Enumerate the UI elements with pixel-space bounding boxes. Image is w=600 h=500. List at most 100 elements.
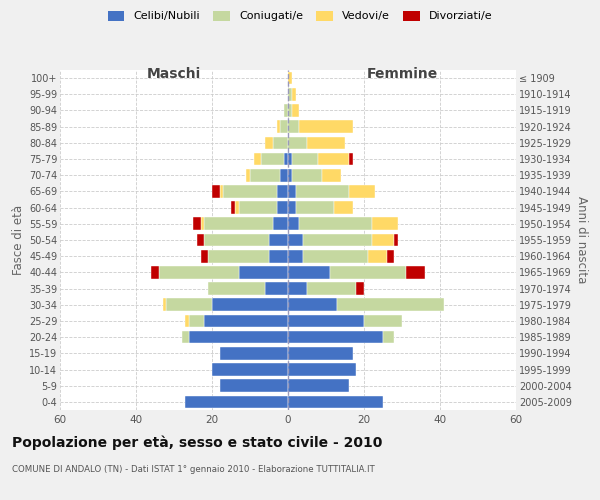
Bar <box>292 88 296 101</box>
Bar <box>296 185 349 198</box>
Bar <box>288 314 364 328</box>
Bar <box>371 234 394 246</box>
Bar <box>277 120 280 133</box>
Bar <box>265 282 288 295</box>
Bar <box>387 250 394 262</box>
Bar <box>299 218 371 230</box>
Bar <box>205 314 288 328</box>
Bar <box>307 282 356 295</box>
Bar <box>368 250 387 262</box>
Bar <box>273 136 288 149</box>
Legend: Celibi/Nubili, Coniugati/e, Vedovi/e, Divorziati/e: Celibi/Nubili, Coniugati/e, Vedovi/e, Di… <box>108 10 492 22</box>
Bar <box>337 298 444 311</box>
Bar <box>193 218 200 230</box>
Text: COMUNE DI ANDALO (TN) - Dati ISTAT 1° gennaio 2010 - Elaborazione TUTTITALIA.IT: COMUNE DI ANDALO (TN) - Dati ISTAT 1° ge… <box>12 465 375 474</box>
Bar <box>299 120 353 133</box>
Bar <box>220 347 288 360</box>
Text: Femmine: Femmine <box>367 67 437 81</box>
Bar <box>200 250 208 262</box>
Bar <box>383 331 394 344</box>
Bar <box>200 218 205 230</box>
Bar <box>288 298 337 311</box>
Bar <box>265 136 273 149</box>
Bar <box>166 298 212 311</box>
Bar <box>292 169 322 181</box>
Bar <box>269 234 288 246</box>
Bar <box>288 347 353 360</box>
Bar <box>159 266 239 278</box>
Bar <box>364 314 402 328</box>
Bar <box>239 266 288 278</box>
Bar <box>292 152 319 166</box>
Bar <box>223 185 277 198</box>
Bar <box>296 202 334 214</box>
Bar <box>250 169 280 181</box>
Bar <box>280 120 288 133</box>
Bar <box>197 234 205 246</box>
Bar <box>288 380 349 392</box>
Bar <box>288 331 383 344</box>
Bar <box>288 120 299 133</box>
Bar <box>288 169 292 181</box>
Bar <box>277 185 288 198</box>
Bar <box>303 234 371 246</box>
Bar <box>371 218 398 230</box>
Bar <box>277 202 288 214</box>
Bar <box>307 136 345 149</box>
Text: Popolazione per età, sesso e stato civile - 2010: Popolazione per età, sesso e stato civil… <box>12 435 382 450</box>
Bar <box>189 314 205 328</box>
Bar <box>205 218 273 230</box>
Bar <box>288 282 307 295</box>
Bar <box>303 250 368 262</box>
Bar <box>292 104 299 117</box>
Bar <box>288 152 292 166</box>
Text: Maschi: Maschi <box>147 67 201 81</box>
Bar <box>394 234 398 246</box>
Bar <box>288 266 330 278</box>
Bar <box>406 266 425 278</box>
Bar <box>185 314 189 328</box>
Bar <box>280 169 288 181</box>
Bar <box>208 282 265 295</box>
Bar <box>189 331 288 344</box>
Bar <box>231 202 235 214</box>
Y-axis label: Fasce di età: Fasce di età <box>11 205 25 275</box>
Bar <box>212 363 288 376</box>
Bar <box>273 218 288 230</box>
Bar <box>163 298 166 311</box>
Bar <box>288 234 303 246</box>
Bar <box>349 185 376 198</box>
Bar <box>288 104 292 117</box>
Bar <box>208 250 269 262</box>
Bar <box>239 202 277 214</box>
Bar <box>235 202 239 214</box>
Bar <box>322 169 341 181</box>
Bar <box>288 363 356 376</box>
Bar <box>182 331 189 344</box>
Bar <box>288 72 292 85</box>
Bar <box>288 396 383 408</box>
Bar <box>284 104 288 117</box>
Bar <box>220 185 223 198</box>
Bar <box>269 250 288 262</box>
Bar <box>288 136 307 149</box>
Bar <box>205 234 269 246</box>
Bar <box>356 282 364 295</box>
Bar <box>254 152 262 166</box>
Bar <box>330 266 406 278</box>
Bar <box>246 169 250 181</box>
Bar <box>334 202 353 214</box>
Bar <box>288 250 303 262</box>
Bar <box>288 202 296 214</box>
Bar <box>319 152 349 166</box>
Bar <box>151 266 159 278</box>
Bar <box>212 298 288 311</box>
Bar <box>262 152 284 166</box>
Bar <box>220 380 288 392</box>
Bar <box>349 152 353 166</box>
Bar <box>288 185 296 198</box>
Y-axis label: Anni di nascita: Anni di nascita <box>575 196 589 284</box>
Bar <box>212 185 220 198</box>
Bar <box>288 88 292 101</box>
Bar <box>185 396 288 408</box>
